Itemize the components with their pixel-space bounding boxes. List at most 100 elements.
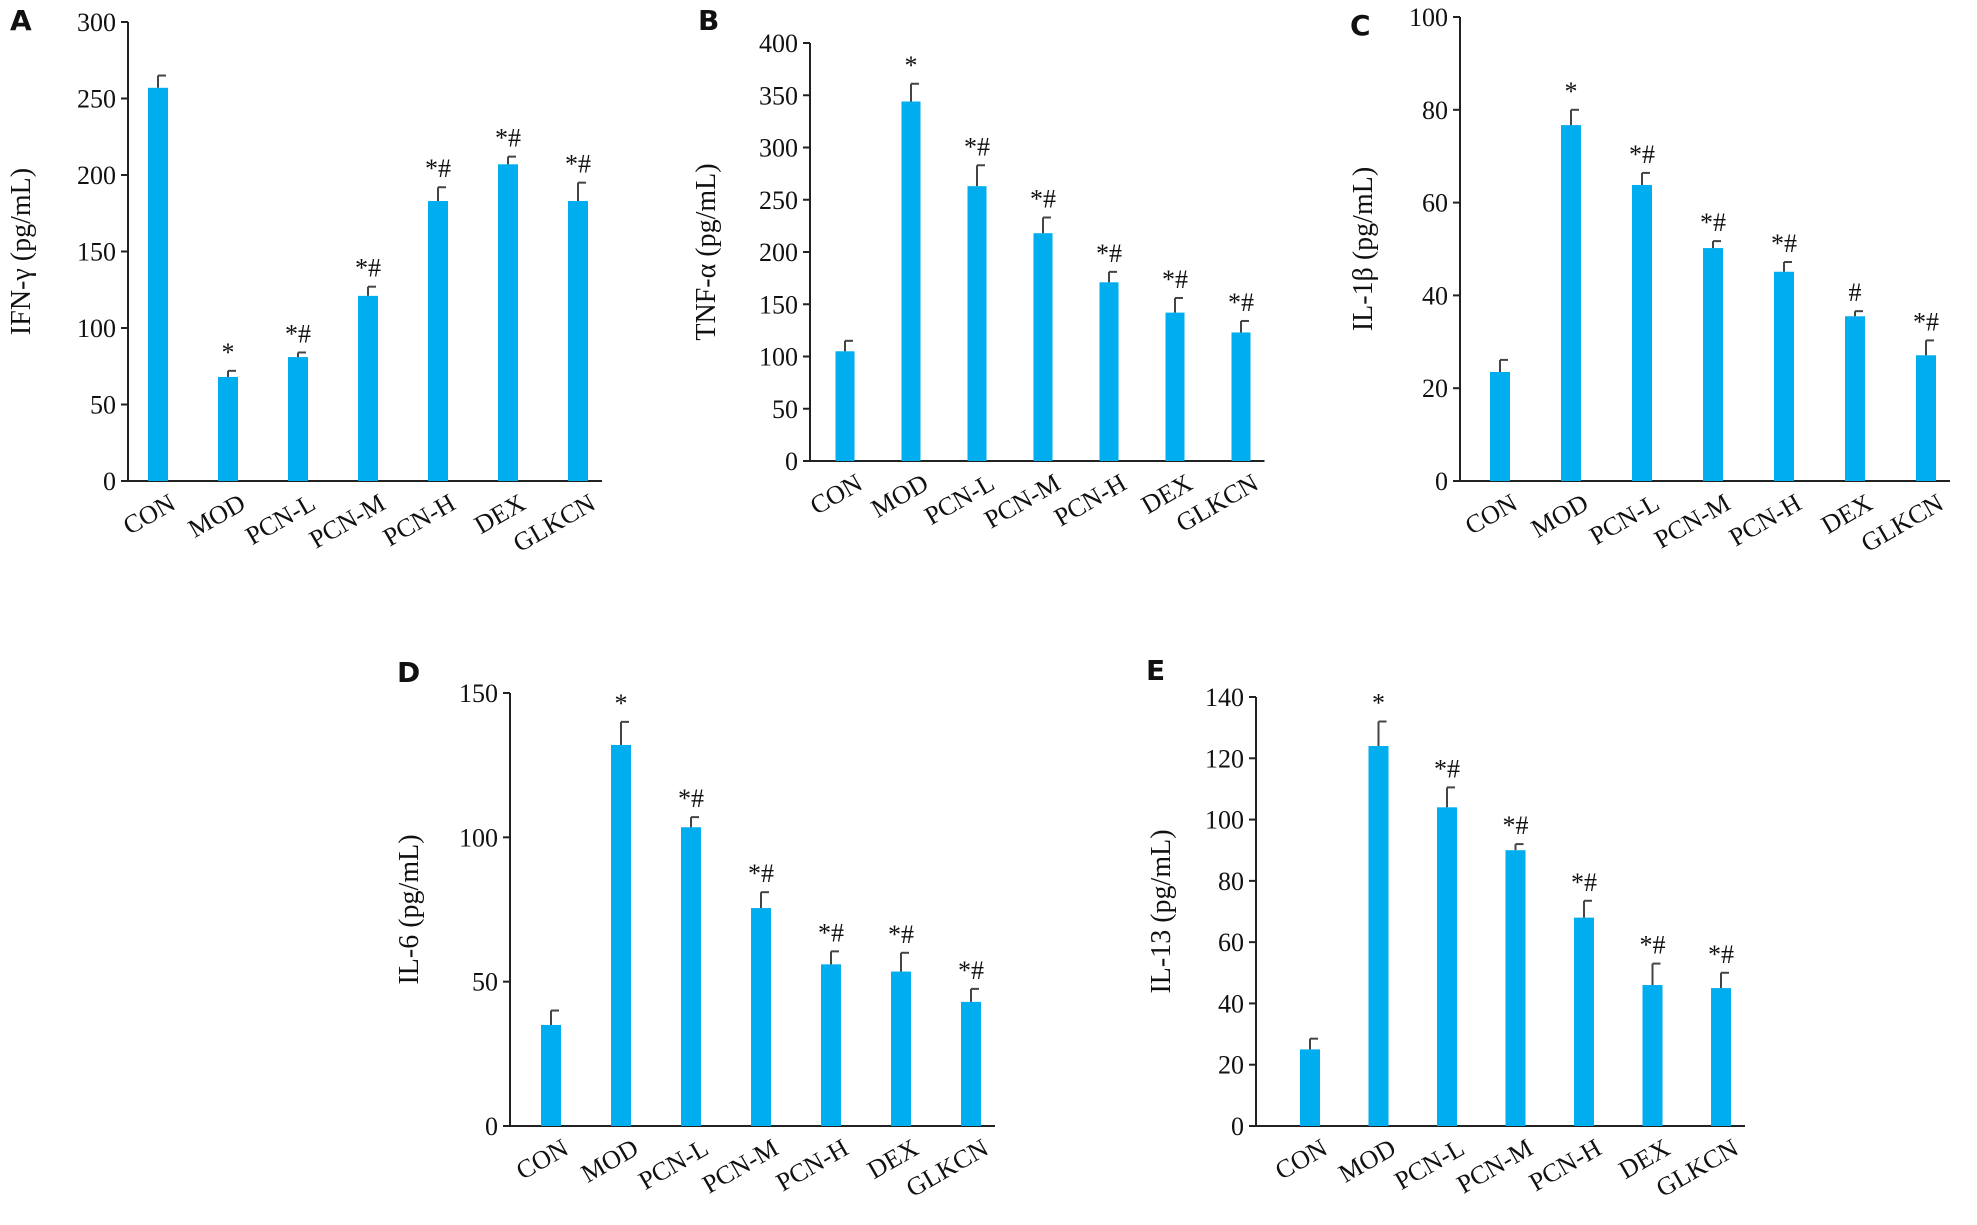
bar	[358, 295, 378, 481]
y-axis-label: IL-1β (pg/mL)	[1348, 167, 1379, 331]
x-category-label: MOD	[576, 1133, 643, 1188]
panel-letter: E	[1146, 654, 1165, 687]
x-category-label: PCN-M	[304, 488, 390, 554]
x-category-label: MOD	[183, 488, 250, 543]
bar	[751, 908, 771, 1126]
significance-marker: *#	[1434, 754, 1460, 783]
bar	[1490, 371, 1510, 481]
y-tick-label: 200	[77, 161, 116, 190]
y-axis-label: IFN-γ (pg/mL)	[6, 168, 37, 335]
significance-marker: *	[1565, 77, 1578, 106]
panel-e: E 0 20 40 60 80 100 120 140 IL-13 (pg/mL) CON * MOD *…	[1146, 654, 1745, 1203]
bar	[1505, 850, 1526, 1126]
bar	[1300, 1049, 1320, 1126]
y-tick-label: 50	[90, 391, 116, 420]
bar	[541, 1024, 561, 1126]
y-tick-label: 250	[77, 85, 116, 114]
panel-c: C 0 20 40 60 80 100 IL-1β (pg/mL) CON * MOD *# PCN-L…	[1348, 3, 1950, 558]
bar	[967, 186, 987, 462]
significance-marker: *#	[495, 124, 521, 153]
x-category-label: PCN-L	[1390, 1133, 1470, 1196]
x-category-label: PCN-M	[697, 1133, 783, 1199]
x-category-label: PCN-H	[1049, 468, 1131, 532]
y-tick-label: 80	[1218, 867, 1244, 896]
significance-marker: *#	[1571, 868, 1597, 897]
significance-marker: *#	[1700, 208, 1726, 237]
x-category-label: MOD	[866, 468, 933, 523]
y-tick-label: 200	[759, 238, 798, 267]
significance-marker: *#	[958, 956, 984, 985]
x-category-label: PCN-M	[1452, 1133, 1538, 1199]
y-tick-label: 100	[77, 314, 116, 343]
y-tick-label: 120	[1205, 744, 1244, 773]
x-category-label: PCN-H	[378, 488, 460, 552]
significance-marker: *#	[355, 254, 381, 283]
x-category-label: MOD	[1334, 1133, 1401, 1188]
bar	[1711, 988, 1731, 1126]
x-category-label: GLKCN	[1856, 488, 1948, 558]
bar	[1632, 184, 1652, 481]
bar	[148, 87, 168, 481]
y-tick-label: 150	[77, 238, 116, 267]
significance-marker: *#	[565, 150, 591, 179]
panel-letter: D	[397, 656, 420, 689]
significance-marker: *#	[888, 920, 914, 949]
x-category-label: GLKCN	[901, 1133, 993, 1203]
bar	[681, 827, 701, 1126]
bar	[1845, 316, 1865, 481]
x-category-label: GLKCN	[508, 488, 600, 558]
y-tick-label: 100	[759, 343, 798, 372]
y-tick-label: 80	[1422, 96, 1448, 125]
y-tick-label: 0	[1435, 467, 1448, 496]
significance-marker: *#	[678, 784, 704, 813]
x-category-label: CON	[118, 488, 180, 541]
x-category-label: CON	[1270, 1133, 1332, 1186]
significance-marker: *#	[285, 319, 311, 348]
bar	[1561, 125, 1581, 481]
bar	[1099, 282, 1119, 461]
significance-marker: *#	[964, 132, 990, 161]
bar	[428, 201, 448, 481]
y-tick-label: 140	[1205, 683, 1244, 712]
y-tick-label: 250	[759, 186, 798, 215]
significance-marker: *#	[1629, 140, 1655, 169]
y-tick-label: 60	[1422, 189, 1448, 218]
significance-marker: *#	[1096, 239, 1122, 268]
y-axis-label: IL-6 (pg/mL)	[394, 834, 425, 984]
bar	[821, 964, 841, 1126]
y-tick-label: 350	[759, 81, 798, 110]
x-category-label: MOD	[1526, 488, 1593, 543]
y-tick-label: 60	[1218, 928, 1244, 957]
panel-letter: B	[698, 4, 719, 37]
x-category-label: PCN-H	[1524, 1133, 1606, 1197]
x-category-label: CON	[1460, 488, 1522, 541]
significance-marker: *#	[1708, 940, 1734, 969]
y-tick-label: 150	[759, 290, 798, 319]
significance-marker: *#	[1162, 265, 1188, 294]
x-category-label: PCN-M	[1649, 488, 1735, 554]
y-tick-label: 300	[77, 8, 116, 37]
significance-marker: #	[1849, 278, 1862, 307]
significance-marker: *#	[1503, 811, 1529, 840]
y-tick-label: 0	[485, 1112, 498, 1141]
bar	[1574, 917, 1594, 1126]
x-category-label: PCN-M	[979, 468, 1065, 534]
y-tick-label: 100	[1409, 3, 1448, 32]
significance-marker: *	[222, 338, 235, 367]
y-axis-label: TNF-α (pg/mL)	[691, 163, 722, 340]
x-category-label: CON	[511, 1133, 573, 1186]
y-tick-label: 0	[103, 467, 116, 496]
significance-marker: *#	[748, 859, 774, 888]
significance-marker: *#	[425, 154, 451, 183]
bar	[1165, 312, 1185, 461]
y-axis-label: IL-13 (pg/mL)	[1146, 829, 1177, 993]
x-category-label: PCN-L	[634, 1133, 714, 1196]
bar	[568, 201, 588, 481]
x-category-label: PCN-H	[1724, 488, 1806, 552]
bar	[1033, 233, 1053, 461]
y-tick-label: 150	[459, 679, 498, 708]
bar	[498, 164, 518, 482]
bar	[1642, 985, 1663, 1126]
significance-marker: *	[905, 51, 918, 80]
